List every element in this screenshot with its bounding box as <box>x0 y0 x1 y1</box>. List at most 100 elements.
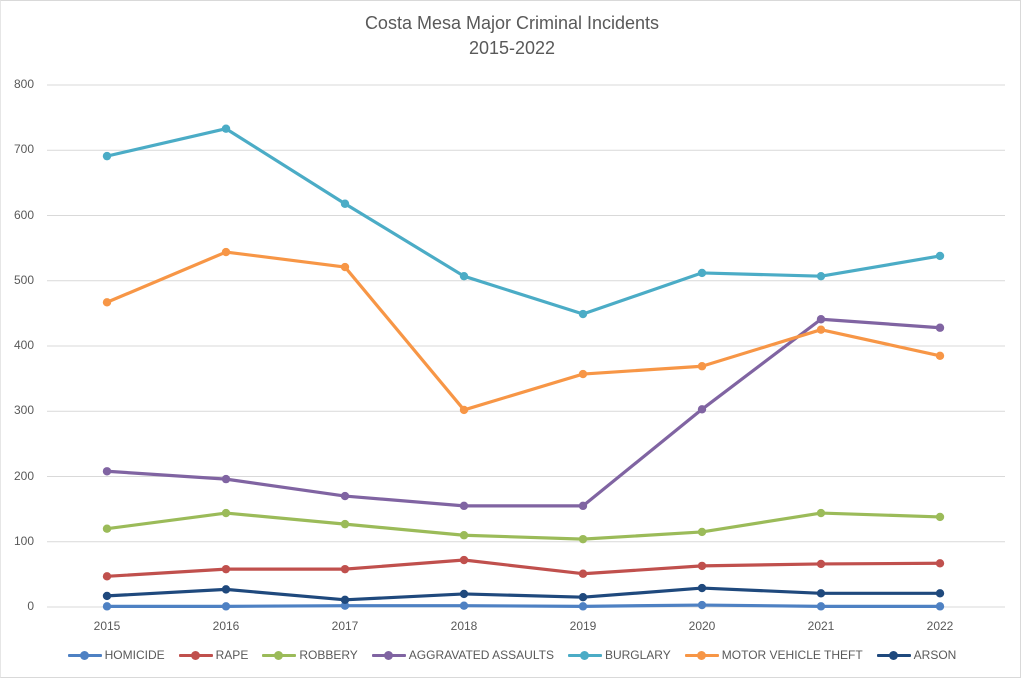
data-point <box>697 362 707 371</box>
y-tick-label: 500 <box>13 272 34 287</box>
data-point <box>816 315 826 324</box>
x-tick-label: 2018 <box>450 619 478 633</box>
data-point <box>935 559 945 568</box>
data-point <box>816 325 826 334</box>
data-point <box>102 591 112 601</box>
x-tick-label: 2017 <box>331 619 359 633</box>
data-point <box>459 271 469 281</box>
data-point <box>102 602 112 611</box>
data-point <box>935 251 945 261</box>
y-tick-label: 300 <box>13 403 34 418</box>
legend-item: MOTOR VEHICLE THEFT <box>684 648 863 662</box>
data-point <box>816 271 826 281</box>
data-point <box>340 519 350 529</box>
series-line <box>106 127 941 316</box>
x-tick-label: 2022 <box>926 619 954 633</box>
data-point <box>340 564 350 574</box>
series-homicide <box>102 600 945 611</box>
data-point <box>697 561 707 571</box>
series-line <box>106 317 941 508</box>
data-point <box>697 583 707 593</box>
series-robbery <box>102 508 945 544</box>
y-tick-label: 800 <box>13 77 34 91</box>
series-line <box>106 250 941 412</box>
series-arson <box>102 583 945 605</box>
data-point <box>102 572 112 581</box>
x-tick-label: 2020 <box>688 619 716 633</box>
y-tick-label: 700 <box>13 142 34 157</box>
data-point <box>816 508 826 518</box>
data-point <box>221 508 231 518</box>
legend-marker-icon <box>67 650 102 660</box>
data-point <box>102 467 112 476</box>
series-line <box>106 511 941 541</box>
data-point <box>221 585 231 594</box>
series-motor-vehicle-theft <box>102 247 945 415</box>
series-line <box>107 603 940 608</box>
x-tick-label: 2021 <box>807 619 835 633</box>
data-point <box>935 323 945 332</box>
chart-title: Costa Mesa Major Criminal Incidents <box>364 13 660 33</box>
data-point <box>340 595 350 605</box>
x-tick-label: 2019 <box>569 619 597 633</box>
y-tick-label: 0 <box>27 599 34 613</box>
legend-item: HOMICIDE <box>67 648 165 662</box>
legend-marker-icon <box>567 650 602 660</box>
data-point <box>578 534 588 544</box>
data-point <box>816 559 826 569</box>
y-tick-label: 400 <box>13 338 34 352</box>
legend-label: RAPE <box>215 648 249 662</box>
data-point <box>102 524 112 533</box>
legend-marker-icon <box>371 650 406 660</box>
data-point <box>697 527 707 537</box>
data-point <box>340 199 350 208</box>
series-line <box>106 586 940 602</box>
data-point <box>578 309 588 319</box>
legend-item: AGGRAVATED ASSAULTS <box>371 648 554 662</box>
data-point <box>697 405 707 414</box>
series-aggravated-assaults <box>102 315 945 511</box>
data-point <box>935 602 945 611</box>
data-point <box>459 601 469 610</box>
data-point <box>221 247 231 257</box>
data-point <box>340 601 350 610</box>
series-rape <box>102 555 945 581</box>
legend-label: MOTOR VEHICLE THEFT <box>721 648 863 662</box>
data-point <box>459 405 469 415</box>
x-tick-label: 2015 <box>93 619 121 633</box>
series-burglary <box>102 124 945 319</box>
legend-label: AGGRAVATED ASSAULTS <box>408 648 554 662</box>
x-tick-label: 2016 <box>212 619 240 633</box>
data-point <box>578 569 588 578</box>
data-point <box>816 602 826 611</box>
legend-marker-icon <box>178 650 213 660</box>
data-point <box>102 151 112 161</box>
legend-label: ROBBERY <box>299 648 358 662</box>
data-point <box>340 491 350 501</box>
data-point <box>935 512 945 522</box>
data-point <box>340 262 350 272</box>
y-tick-label: 200 <box>13 468 34 483</box>
legend-item: BURGLARY <box>567 648 671 662</box>
y-tick-label: 100 <box>13 533 34 548</box>
data-point <box>459 589 469 599</box>
data-point <box>578 501 588 511</box>
legend-item: ARSON <box>876 648 956 662</box>
legend-label: BURGLARY <box>604 648 671 662</box>
data-point <box>102 298 112 307</box>
legend: HOMICIDE RAPE ROBBERY AGGRAVATED ASSAULTS BU… <box>0 648 1024 662</box>
data-point <box>578 369 588 379</box>
legend-item: RAPE <box>178 648 249 662</box>
legend-marker-icon <box>262 650 297 660</box>
data-point <box>459 555 469 565</box>
data-point <box>697 268 707 278</box>
data-point <box>221 564 231 574</box>
series-line <box>106 558 941 578</box>
data-point <box>578 602 588 611</box>
legend-marker-icon <box>876 650 911 660</box>
data-point <box>459 531 469 540</box>
chart-subtitle: 2015-2022 <box>468 38 556 58</box>
data-point <box>935 351 945 360</box>
legend-marker-icon <box>684 650 719 660</box>
